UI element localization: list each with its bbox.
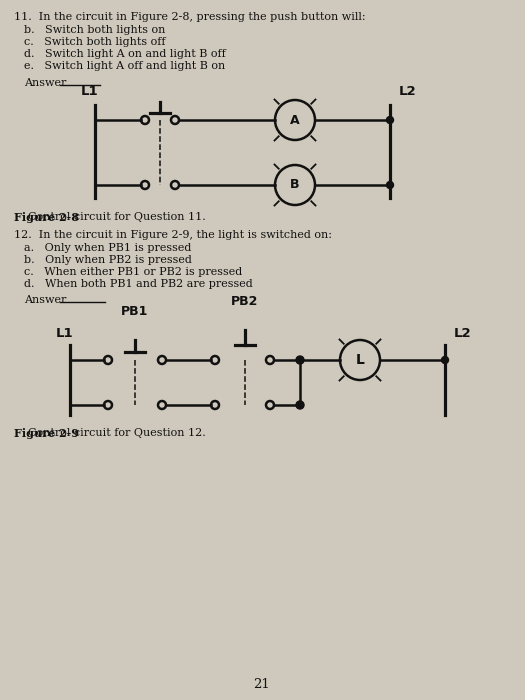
Text: Control circuit for Question 12.: Control circuit for Question 12.	[14, 428, 206, 438]
Text: Answer: Answer	[24, 78, 66, 88]
Circle shape	[386, 181, 394, 188]
Text: a.   Only when PB1 is pressed: a. Only when PB1 is pressed	[24, 243, 192, 253]
Text: b.   Only when PB2 is pressed: b. Only when PB2 is pressed	[24, 255, 192, 265]
Circle shape	[296, 401, 304, 409]
Text: L2: L2	[454, 327, 472, 340]
Text: L1: L1	[81, 85, 99, 98]
Text: PB2: PB2	[232, 295, 259, 308]
Text: c.   When either PB1 or PB2 is pressed: c. When either PB1 or PB2 is pressed	[24, 267, 242, 277]
Text: 21: 21	[254, 678, 270, 691]
Circle shape	[386, 116, 394, 123]
Circle shape	[296, 356, 304, 364]
Text: e.   Switch light A off and light B on: e. Switch light A off and light B on	[24, 61, 225, 71]
Text: A: A	[290, 113, 300, 127]
Text: L1: L1	[56, 327, 74, 340]
Text: c.   Switch both lights off: c. Switch both lights off	[24, 37, 165, 47]
Text: Figure 2-9: Figure 2-9	[14, 428, 79, 439]
Text: 11.  In the circuit in Figure 2-8, pressing the push button will:: 11. In the circuit in Figure 2-8, pressi…	[14, 12, 365, 22]
Text: d.   When both PB1 and PB2 are pressed: d. When both PB1 and PB2 are pressed	[24, 279, 253, 289]
Circle shape	[442, 356, 448, 363]
Text: L2: L2	[399, 85, 417, 98]
Text: Answer: Answer	[24, 295, 66, 305]
Text: 12.  In the circuit in Figure 2-9, the light is switched on:: 12. In the circuit in Figure 2-9, the li…	[14, 230, 332, 240]
Text: b.   Switch both lights on: b. Switch both lights on	[24, 25, 165, 35]
Text: Figure 2-8: Figure 2-8	[14, 212, 79, 223]
Text: L: L	[355, 353, 364, 367]
Text: d.   Switch light A on and light B off: d. Switch light A on and light B off	[24, 49, 226, 59]
Text: PB1: PB1	[121, 305, 149, 318]
Text: B: B	[290, 178, 300, 192]
Text: Control circuit for Question 11.: Control circuit for Question 11.	[14, 212, 206, 222]
